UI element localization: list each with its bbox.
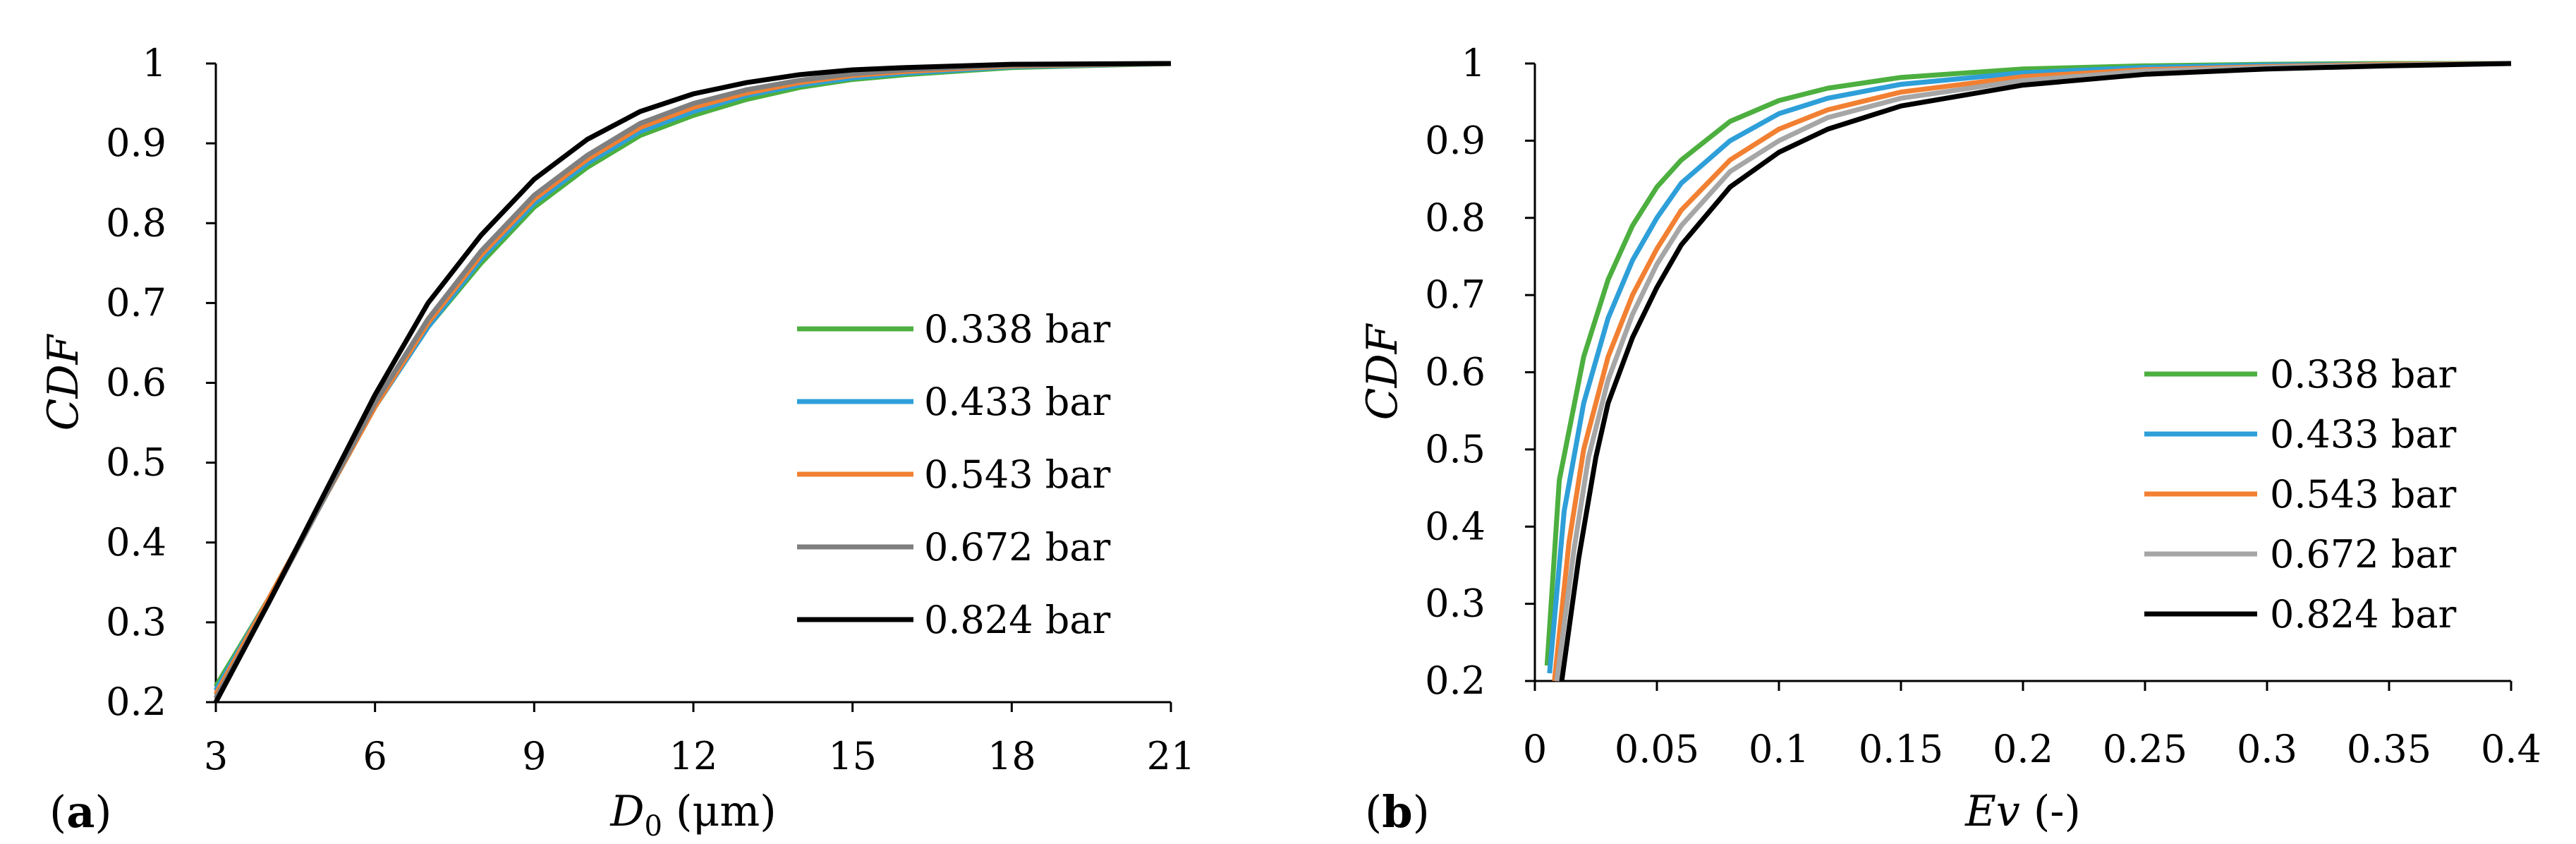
y-tick-label: 0.7 — [106, 280, 166, 325]
x-tick-label: 0.05 — [1615, 727, 1699, 771]
y-tick-label: 0.8 — [1425, 195, 1486, 240]
x-axis-title: D0 (μm) — [609, 787, 776, 843]
y-tick-label: 0.3 — [106, 600, 166, 644]
series-line-0824 — [1559, 61, 2512, 682]
y-tick-label: 0.9 — [106, 121, 166, 165]
chart-panel-b: 0.2 0.3 0.4 0.5 0.6 0.7 0.8 0.9 1 0 0.05 0.1 0.15 0.2… — [1358, 41, 2541, 838]
y-tick-label: 0.2 — [106, 680, 166, 724]
series-line-0433 — [213, 61, 1172, 692]
x-axis-title-main: Ev — [1964, 787, 2020, 836]
x-tick-label: 0.2 — [1993, 727, 2053, 771]
x-tick-label: 21 — [1147, 734, 1196, 778]
x-tick-label: 0.35 — [2347, 727, 2431, 771]
x-tick-label: 0.1 — [1749, 727, 1809, 771]
y-tick-label: 0.6 — [106, 361, 166, 405]
y-axis-title: CDF — [39, 333, 88, 430]
y-tick-label: 0.5 — [1425, 427, 1486, 471]
legend-label: 0.543 bar — [924, 452, 1111, 497]
legend-label: 0.824 bar — [2270, 592, 2457, 637]
y-tick-label: 0.2 — [1425, 658, 1486, 703]
legend-label: 0.543 bar — [2270, 472, 2457, 517]
x-tick-label: 0.25 — [2103, 727, 2187, 771]
x-tick-label: 3 — [204, 734, 228, 778]
legend-label: 0.672 bar — [2270, 532, 2457, 577]
y-tick-label: 0.4 — [1425, 504, 1486, 548]
x-tick-label: 18 — [988, 734, 1036, 778]
y-tick-label: 0.9 — [1425, 118, 1486, 162]
series-line-0672 — [213, 61, 1172, 699]
legend-label: 0.338 bar — [2270, 352, 2457, 397]
legend-label: 0.672 bar — [924, 525, 1111, 569]
legend-label: 0.433 bar — [2270, 412, 2457, 457]
y-tick-label: 0.4 — [106, 520, 166, 565]
x-tick-label: 0.15 — [1859, 727, 1943, 771]
legend-label: 0.338 bar — [924, 307, 1111, 351]
x-tick-label: 9 — [522, 734, 546, 778]
x-axis-title-subscript: 0 — [644, 810, 662, 843]
y-tick-label: 0.6 — [1425, 350, 1486, 394]
panel-label-a: (a) — [49, 786, 112, 838]
series-line-0338 — [214, 61, 1172, 688]
panel-letter: a — [66, 786, 95, 838]
x-tick-label: 12 — [669, 734, 718, 778]
y-tick-label: 0.5 — [106, 440, 166, 485]
y-tick-label: 1 — [1462, 41, 1486, 85]
x-axis-title-unit: (-) — [2020, 787, 2081, 836]
y-axis-title: CDF — [1358, 322, 1407, 420]
legend-label: 0.824 bar — [924, 598, 1111, 642]
x-tick-label: 15 — [828, 734, 877, 778]
y-tick-label: 1 — [142, 41, 166, 85]
legend-label: 0.433 bar — [924, 380, 1111, 424]
x-tick-label: 6 — [363, 734, 387, 778]
panel-label-b: (b) — [1365, 786, 1430, 838]
x-tick-label: 0.3 — [2237, 727, 2297, 771]
y-tick-label: 0.3 — [1425, 581, 1486, 626]
x-axis-title-main: D — [609, 787, 644, 836]
x-axis-title: Ev (-) — [1964, 787, 2081, 836]
y-tick-label: 0.8 — [106, 200, 166, 245]
x-tick-label: 0.4 — [2481, 727, 2541, 771]
x-tick-label: 0 — [1523, 727, 1547, 771]
y-tick-label: 0.7 — [1425, 272, 1486, 317]
x-axis-title-unit: (μm) — [662, 787, 777, 836]
panel-letter: b — [1382, 786, 1412, 838]
chart-panel-a: 0.2 0.3 0.4 0.5 0.6 0.7 0.8 0.9 1 3 6 9 12 15 18 21 0.33… — [39, 41, 1195, 843]
series-line-0824 — [213, 61, 1172, 704]
